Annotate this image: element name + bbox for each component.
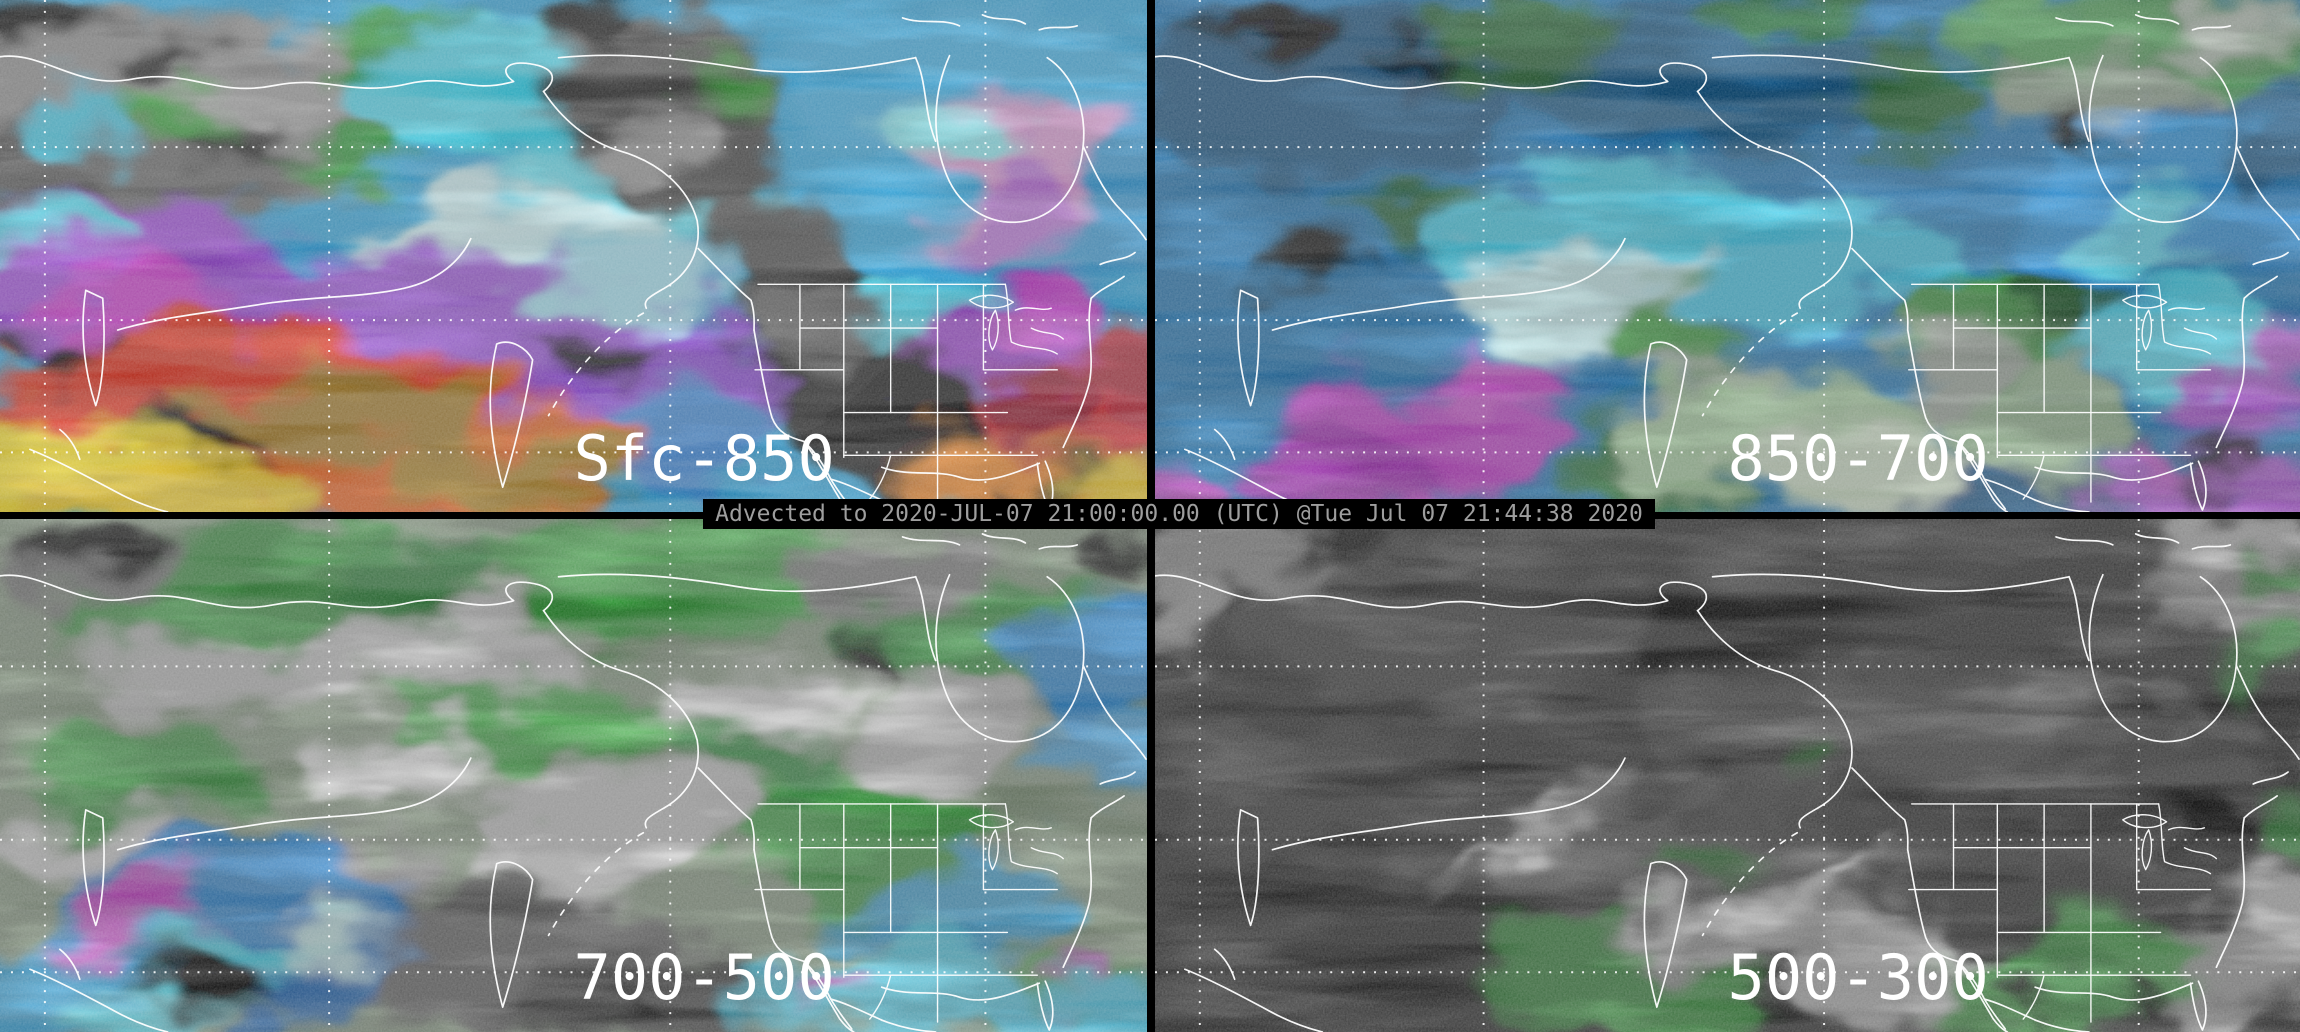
panel-700-500: 700-500	[0, 519, 1147, 1032]
panel-500-300: 500-300	[1155, 519, 2300, 1032]
imagery-500-300	[1155, 519, 2300, 1032]
layer-label-850-700: 850-700	[1727, 421, 1989, 495]
imagery-700-500	[0, 519, 1147, 1032]
imagery-850-700	[1155, 0, 2300, 512]
layer-label-sfc-850: Sfc-850	[573, 421, 835, 495]
layer-label-500-300: 500-300	[1727, 941, 1989, 1015]
imagery-sfc-850	[0, 0, 1147, 512]
status-bar-text: Advected to 2020-JUL-07 21:00:00.00 (UTC…	[715, 501, 1643, 527]
layer-label-700-500: 700-500	[573, 941, 835, 1015]
panel-850-700: 850-700	[1155, 0, 2300, 512]
panel-sfc-850: Sfc-850	[0, 0, 1147, 512]
status-bar: Advected to 2020-JUL-07 21:00:00.00 (UTC…	[703, 499, 1655, 529]
